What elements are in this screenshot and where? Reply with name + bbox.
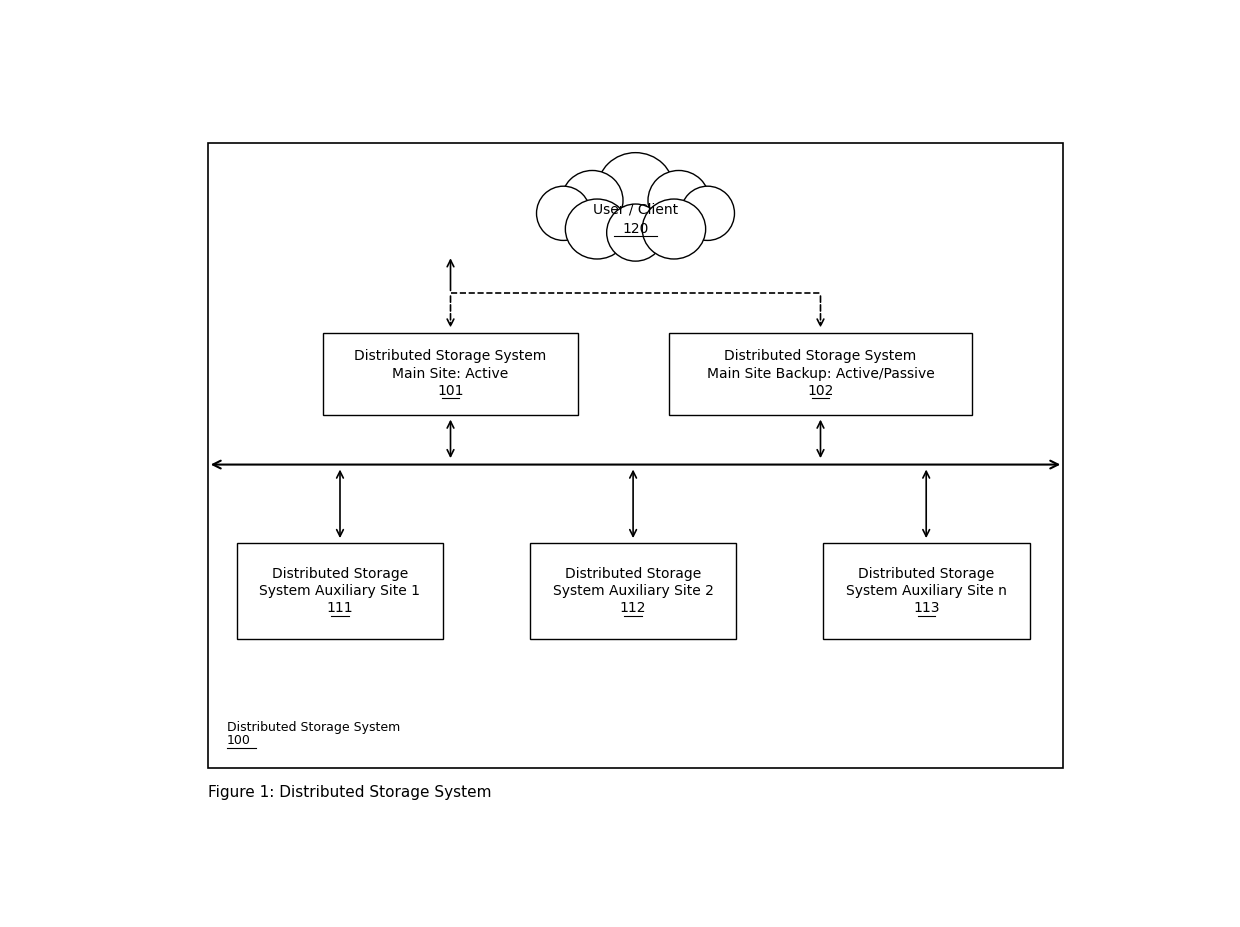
Bar <box>529 543 737 640</box>
Ellipse shape <box>539 163 732 260</box>
Text: 120: 120 <box>622 222 649 236</box>
Text: System Auxiliary Site n: System Auxiliary Site n <box>846 584 1007 598</box>
Text: Distributed Storage: Distributed Storage <box>858 567 994 581</box>
Text: Main Site: Active: Main Site: Active <box>392 366 508 381</box>
Text: 100: 100 <box>227 734 250 747</box>
Text: System Auxiliary Site 2: System Auxiliary Site 2 <box>553 584 713 598</box>
Text: System Auxiliary Site 1: System Auxiliary Site 1 <box>259 584 420 598</box>
Text: Distributed Storage System: Distributed Storage System <box>227 720 401 734</box>
Ellipse shape <box>565 199 629 259</box>
Ellipse shape <box>606 204 665 261</box>
Ellipse shape <box>562 171 622 231</box>
Bar <box>823 543 1029 640</box>
Bar <box>237 543 444 640</box>
Text: Figure 1: Distributed Storage System: Figure 1: Distributed Storage System <box>208 785 491 800</box>
Text: 111: 111 <box>326 602 353 616</box>
Text: Distributed Storage: Distributed Storage <box>565 567 702 581</box>
Text: 102: 102 <box>807 384 833 398</box>
Bar <box>324 333 578 414</box>
Text: 113: 113 <box>913 602 940 616</box>
Ellipse shape <box>681 186 734 240</box>
Text: 101: 101 <box>438 384 464 398</box>
Ellipse shape <box>649 171 709 231</box>
Ellipse shape <box>642 199 706 259</box>
Ellipse shape <box>537 186 590 240</box>
Ellipse shape <box>596 153 675 227</box>
Text: User / Client: User / Client <box>593 202 678 216</box>
Text: Main Site Backup: Active/Passive: Main Site Backup: Active/Passive <box>707 366 935 381</box>
Text: Distributed Storage System: Distributed Storage System <box>355 349 547 363</box>
Bar <box>670 333 972 414</box>
Bar <box>208 144 1063 768</box>
Text: Distributed Storage: Distributed Storage <box>272 567 408 581</box>
Text: 112: 112 <box>620 602 646 616</box>
Text: Distributed Storage System: Distributed Storage System <box>724 349 916 363</box>
